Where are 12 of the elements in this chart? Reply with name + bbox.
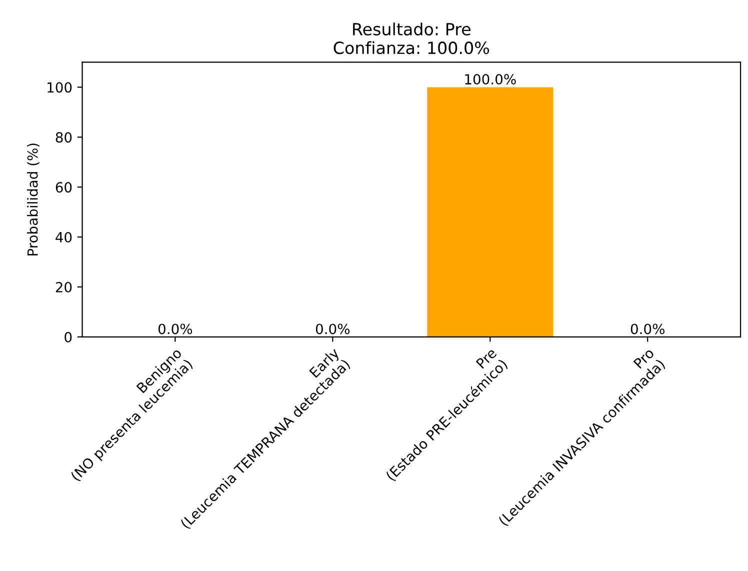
y-tick-label: 60 <box>56 182 72 193</box>
y-tick-label: 0 <box>64 332 72 342</box>
chart-title: Resultado: Pre Confianza: 100.0% <box>334 22 490 54</box>
y-tick-label: 40 <box>56 232 72 242</box>
data-label: 100.0% <box>465 74 516 85</box>
y-tick-label: 80 <box>56 132 72 143</box>
y-tick-label: 100 <box>48 82 72 93</box>
y-axis-title: Probabilidad (%) <box>27 144 40 256</box>
data-label: 0.0% <box>316 324 350 334</box>
data-label: 0.0% <box>630 324 664 334</box>
data-label: 0.0% <box>158 324 192 334</box>
y-tick-label: 20 <box>56 282 72 292</box>
